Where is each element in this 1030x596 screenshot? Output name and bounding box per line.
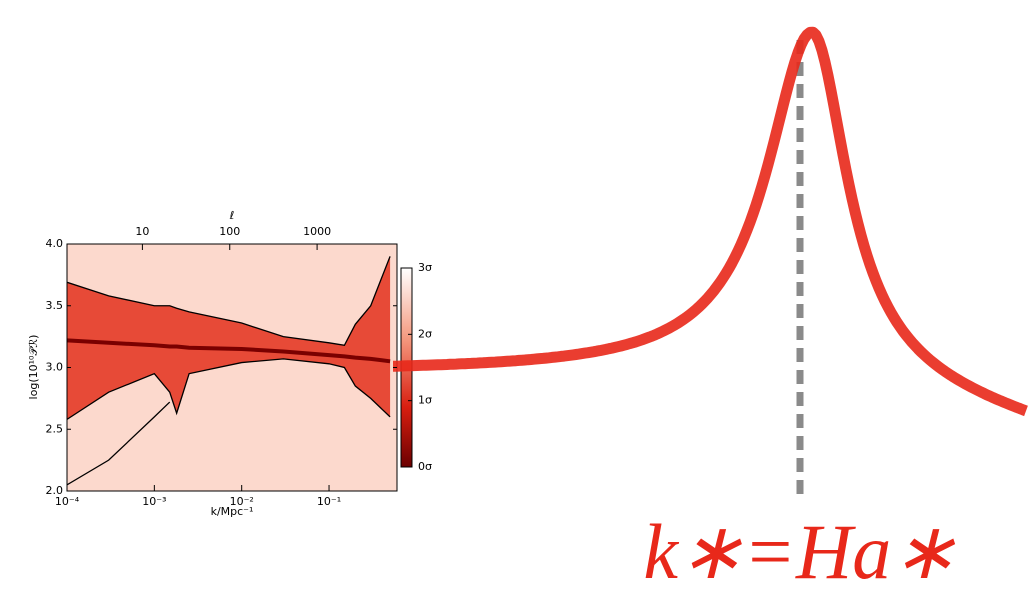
- plot-area: [67, 256, 391, 486]
- y-tick-label: 3.5: [46, 299, 64, 312]
- y-tick-label: 2.5: [46, 422, 64, 435]
- x-axis-label: k/Mpc⁻¹: [211, 505, 254, 518]
- sigma-band: [67, 256, 391, 420]
- x-tick-label: 10⁻²: [230, 495, 254, 508]
- y-tick-label: 4.0: [46, 237, 64, 250]
- x2-tick-label: 1000: [303, 225, 331, 238]
- colorbar-tick-label: 3σ: [418, 261, 432, 274]
- x-tick-label: 10⁻³: [142, 495, 166, 508]
- series-line: [67, 256, 391, 346]
- colorbar-tick-label: 2σ: [418, 327, 432, 340]
- x2-tick-label: 100: [219, 225, 240, 238]
- x-tick-label: 10⁻⁴: [55, 495, 80, 508]
- y-tick-label: 2.0: [46, 484, 64, 497]
- series-line: [67, 338, 391, 364]
- peak-curve: [390, 26, 1029, 417]
- x-tick-label: 10⁻¹: [317, 495, 341, 508]
- y-axis-label: log(10¹⁰𝒫ℛ): [27, 335, 40, 400]
- series-line: [67, 358, 391, 420]
- x2-axis-label: ℓ: [229, 209, 235, 222]
- colorbar-tick-label: 1σ: [418, 394, 432, 407]
- y-tick-label: 3.0: [46, 361, 64, 374]
- annotation: k∗=Ha∗: [643, 508, 956, 595]
- colorbar-tick-label: 0σ: [418, 460, 432, 473]
- series-line: [67, 401, 171, 486]
- x2-tick-label: 10: [135, 225, 149, 238]
